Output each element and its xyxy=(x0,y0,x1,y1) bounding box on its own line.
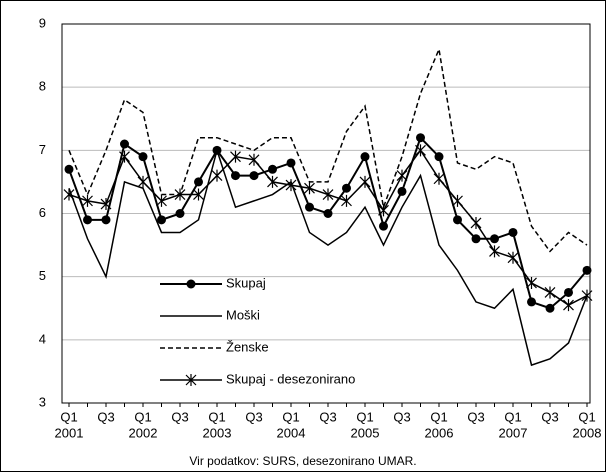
point xyxy=(526,276,537,289)
y-tick-label: 8 xyxy=(39,79,46,94)
x-year-label: 2005 xyxy=(351,425,380,440)
point xyxy=(359,175,371,188)
series-line xyxy=(68,147,588,367)
x-year-label: 2001 xyxy=(55,425,84,440)
point xyxy=(174,188,186,201)
x-tick-label: Q3 xyxy=(541,409,558,424)
point xyxy=(470,216,482,229)
point xyxy=(83,215,92,225)
point xyxy=(285,179,297,192)
x-year-label: 2008 xyxy=(573,425,602,440)
point xyxy=(267,175,278,188)
x-year-label: 2007 xyxy=(499,425,528,440)
point xyxy=(341,194,352,207)
x-year-label: 2006 xyxy=(425,425,454,440)
point xyxy=(231,171,240,181)
y-tick-label: 7 xyxy=(39,142,46,157)
point xyxy=(434,152,444,162)
x-tick-label: Q1 xyxy=(282,409,299,424)
x-tick-label: Q3 xyxy=(171,409,188,424)
point xyxy=(489,245,500,258)
point xyxy=(416,133,425,143)
point xyxy=(564,287,573,297)
point xyxy=(563,299,574,312)
point xyxy=(157,215,166,225)
point xyxy=(120,139,129,149)
point xyxy=(211,169,223,182)
legend-marker xyxy=(185,374,197,386)
y-tick-label: 9 xyxy=(39,15,46,30)
legend-marker xyxy=(186,279,196,289)
point xyxy=(64,164,74,174)
point xyxy=(544,286,556,299)
point xyxy=(323,209,333,218)
point xyxy=(101,215,111,225)
x-tick-label: Q1 xyxy=(356,409,373,424)
y-tick-label: 6 xyxy=(39,205,46,220)
legend-label: Moški xyxy=(226,307,260,322)
legend-label: Ženske xyxy=(226,339,269,354)
point xyxy=(305,202,314,212)
x-tick-label: Q1 xyxy=(134,409,151,424)
x-tick-label: Q3 xyxy=(97,409,114,424)
point xyxy=(452,194,463,207)
point xyxy=(137,175,149,188)
point xyxy=(63,188,75,201)
point xyxy=(193,188,204,201)
point xyxy=(433,172,445,185)
y-tick-label: 5 xyxy=(39,268,46,283)
x-tick-label: Q3 xyxy=(319,409,336,424)
x-year-label: 2002 xyxy=(129,425,158,440)
point xyxy=(342,183,351,193)
point xyxy=(507,251,519,264)
point xyxy=(230,150,241,163)
point xyxy=(268,164,277,174)
legend-label: Skupaj xyxy=(226,275,266,290)
point xyxy=(156,194,167,207)
y-tick-label: 4 xyxy=(39,331,46,346)
point xyxy=(415,144,426,157)
x-tick-label: Q3 xyxy=(467,409,484,424)
series-line xyxy=(68,46,588,253)
source: Vir podatkov: SURS, desezonirano UMAR. xyxy=(189,454,416,468)
point xyxy=(581,289,593,302)
point xyxy=(82,194,93,207)
point xyxy=(508,227,518,237)
point xyxy=(322,188,334,201)
point xyxy=(175,209,185,218)
plot-area xyxy=(61,23,591,404)
x-tick-label: Q1 xyxy=(430,409,447,424)
x-tick-label: Q3 xyxy=(393,409,410,424)
point xyxy=(138,152,148,162)
x-year-label: 2004 xyxy=(277,425,306,440)
y-tick-label: 3 xyxy=(39,394,46,409)
legend-label: Skupaj - desezonirano xyxy=(226,371,355,386)
point xyxy=(527,297,536,307)
point xyxy=(249,171,259,181)
point xyxy=(248,153,260,166)
point xyxy=(471,234,481,244)
x-tick-label: Q1 xyxy=(208,409,225,424)
point xyxy=(490,234,499,244)
point xyxy=(397,186,407,196)
x-year-label: 2003 xyxy=(203,425,232,440)
x-tick-label: Q1 xyxy=(60,409,77,424)
point xyxy=(378,204,389,217)
x-tick-label: Q1 xyxy=(578,409,595,424)
x-tick-label: Q1 xyxy=(504,409,521,424)
point xyxy=(119,150,130,163)
point xyxy=(545,303,555,313)
point xyxy=(286,158,296,168)
point xyxy=(396,169,408,182)
point xyxy=(194,177,203,187)
point xyxy=(582,265,592,275)
point xyxy=(100,198,112,211)
point xyxy=(379,221,388,231)
x-tick-label: Q3 xyxy=(245,409,262,424)
point xyxy=(304,182,315,195)
point xyxy=(453,215,462,225)
point xyxy=(360,152,370,162)
